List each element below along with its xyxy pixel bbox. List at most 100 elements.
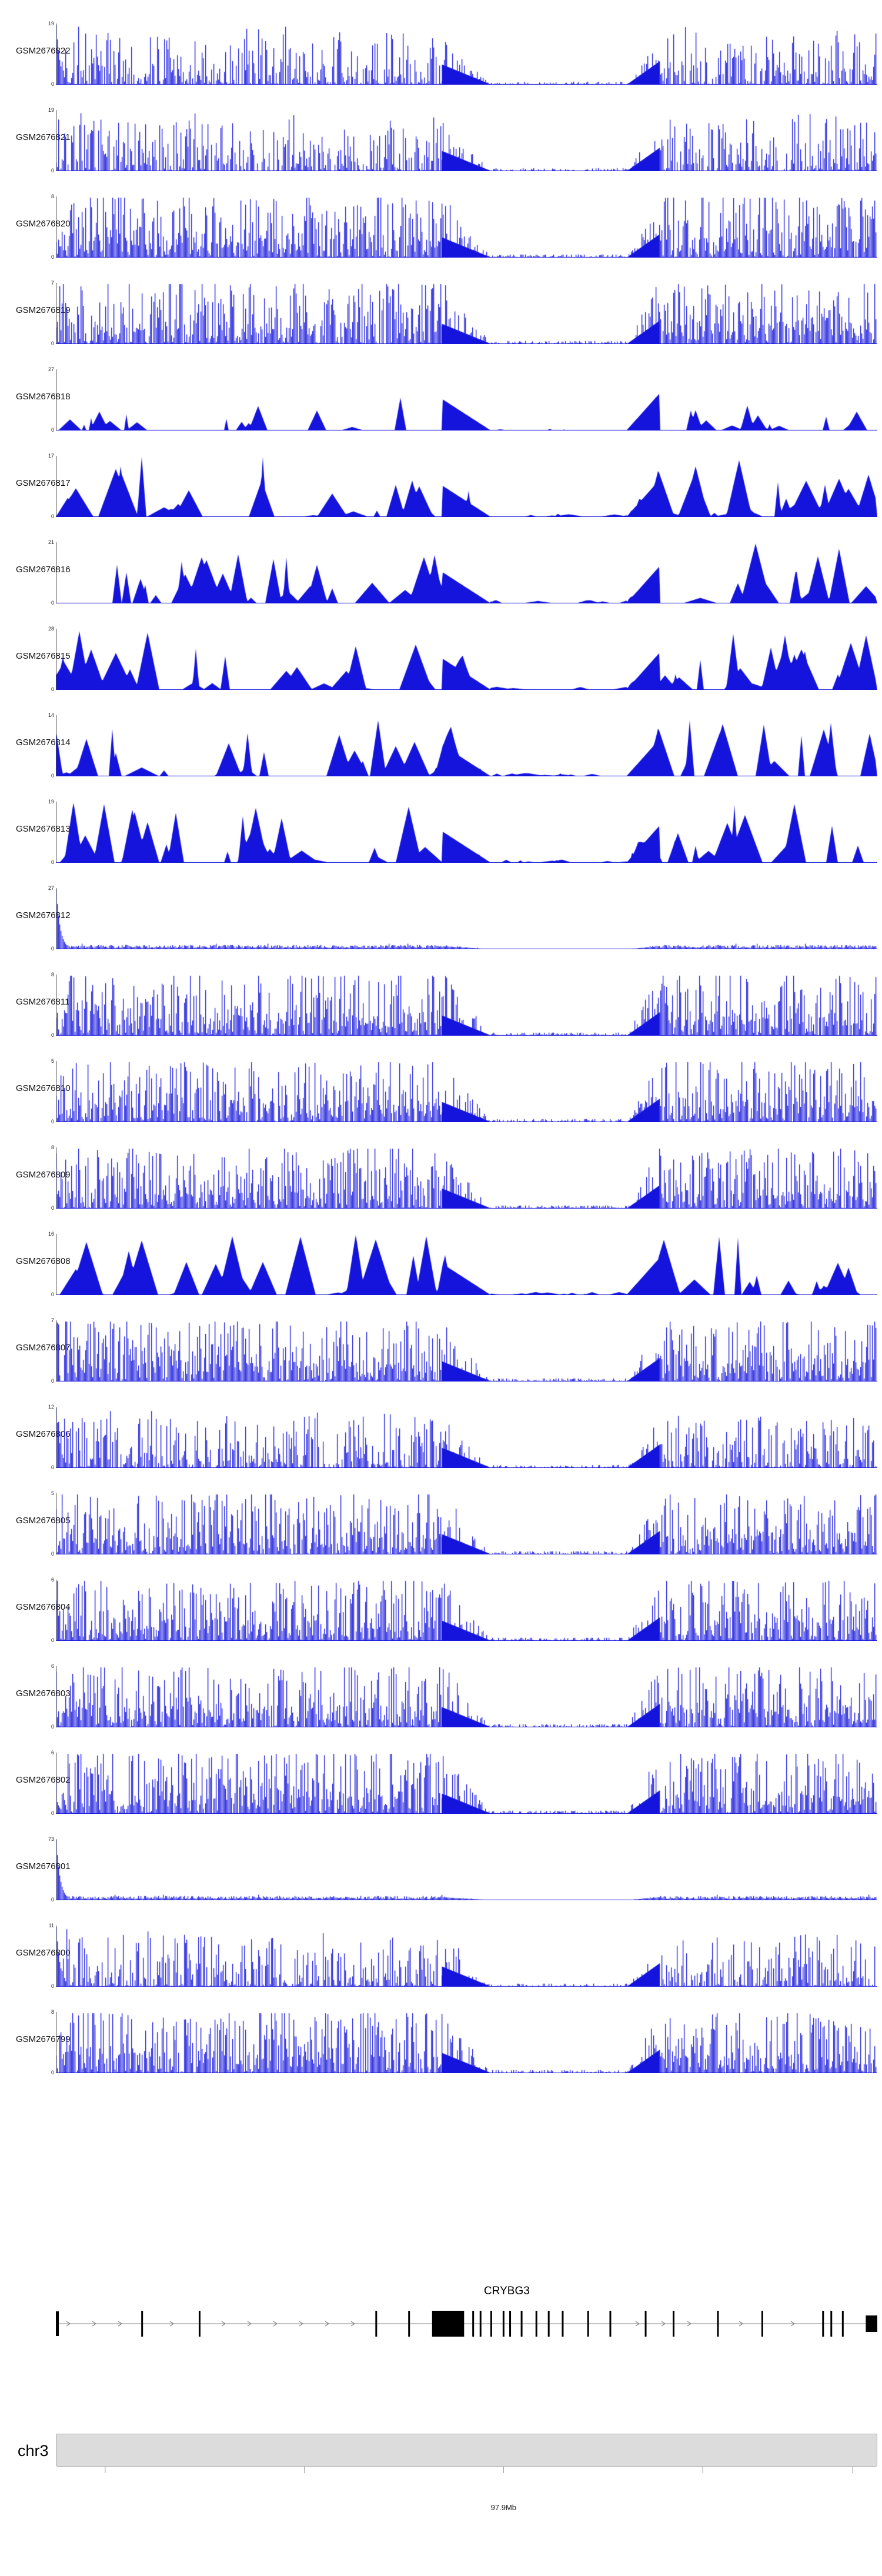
axis-zero-label: 0 xyxy=(51,1292,54,1297)
axis-max-label: 6 xyxy=(51,1663,54,1669)
coverage-signal-canvas xyxy=(56,715,877,776)
strand-arrow-icon xyxy=(247,2321,252,2327)
coverage-signal-canvas xyxy=(56,888,877,949)
axis-max-label: 19 xyxy=(48,21,54,26)
signal-track-row: GSM2676810 5 0 xyxy=(0,1053,882,1139)
coverage-signal-canvas xyxy=(56,1839,877,1900)
exon xyxy=(502,2311,505,2337)
axis-zero-label: 0 xyxy=(51,1724,54,1730)
strand-arrow-icon xyxy=(92,2321,96,2327)
track-plot: 6 0 xyxy=(51,1747,877,1817)
axis-max-label: 7 xyxy=(51,280,54,286)
exon xyxy=(841,2311,844,2337)
chromosome-bar-wrap: 97.9Mb xyxy=(56,2434,877,2512)
coverage-signal-canvas xyxy=(56,1926,877,1987)
strand-arrow-icon xyxy=(169,2321,174,2327)
axis-zero-label: 0 xyxy=(51,600,54,606)
exon xyxy=(472,2311,475,2337)
signal-track-row: GSM2676811 8 0 xyxy=(0,966,882,1053)
axis-zero-label: 0 xyxy=(51,168,54,173)
track-plot: 19 0 xyxy=(48,105,877,174)
track-plot: 16 0 xyxy=(48,1229,877,1298)
track-plot: 73 0 xyxy=(48,1834,877,1903)
exon xyxy=(509,2311,512,2337)
exon xyxy=(547,2311,550,2337)
coverage-signal-canvas xyxy=(56,975,877,1036)
axis-ticks xyxy=(105,2467,853,2473)
axis-max-label: 27 xyxy=(48,366,54,372)
axis-zero-label: 0 xyxy=(51,81,54,87)
axis-zero-label: 0 xyxy=(51,773,54,779)
axis-zero-label: 0 xyxy=(51,1983,54,1989)
axis-zero-label: 0 xyxy=(51,946,54,952)
axis-zero-label: 0 xyxy=(51,1032,54,1038)
track-plot: 6 0 xyxy=(51,1661,877,1730)
coverage-signal-canvas xyxy=(56,1320,877,1382)
chromosome-track: chr3 97.9Mb xyxy=(0,2434,882,2563)
signal-track-row: GSM2676807 7 0 xyxy=(0,1312,882,1399)
strand-arrow-icon xyxy=(273,2321,278,2327)
signal-track-row: GSM2676799 8 0 xyxy=(0,2004,882,2090)
axis-zero-label: 0 xyxy=(51,254,54,260)
track-plot: 27 0 xyxy=(48,364,877,433)
track-plot: 17 0 xyxy=(48,451,877,520)
signal-track-row: GSM2676812 27 0 xyxy=(0,880,882,966)
axis-zero-label: 0 xyxy=(51,1551,54,1557)
strand-arrow-icon xyxy=(661,2321,666,2327)
exon xyxy=(761,2311,763,2337)
signal-track-row: GSM2676818 27 0 xyxy=(0,361,882,448)
axis-max-label: 19 xyxy=(48,799,54,805)
axis-zero-label: 0 xyxy=(51,2070,54,2076)
track-plot: 12 0 xyxy=(48,1402,877,1471)
coverage-signal-canvas xyxy=(56,2012,877,2073)
track-plot: 6 0 xyxy=(51,1574,877,1644)
axis-zero-label: 0 xyxy=(51,1205,54,1211)
signal-track-row: GSM2676819 7 0 xyxy=(0,275,882,361)
axis-zero-label: 0 xyxy=(51,1810,54,1816)
exon xyxy=(520,2311,523,2337)
track-plot: 7 0 xyxy=(51,278,877,347)
axis-zero-label: 0 xyxy=(51,1464,54,1470)
axis-zero-label: 0 xyxy=(51,341,54,346)
exon xyxy=(673,2311,675,2337)
exon xyxy=(609,2311,612,2337)
exon xyxy=(198,2311,201,2337)
exon xyxy=(822,2311,824,2337)
signal-track-row: GSM2676806 12 0 xyxy=(0,1399,882,1485)
gene-name: CRYBG3 xyxy=(484,2285,530,2297)
strand-arrow-icon xyxy=(66,2321,71,2327)
gene-model xyxy=(56,2311,877,2337)
signal-track-row: GSM2676816 21 0 xyxy=(0,534,882,620)
coverage-signal-canvas xyxy=(56,1061,877,1122)
strand-arrow-icon xyxy=(739,2321,743,2327)
strand-arrow-icon xyxy=(299,2321,303,2327)
coverage-signal-canvas xyxy=(56,1666,877,1727)
track-plot: 5 0 xyxy=(51,1056,877,1125)
coverage-tracks: GSM2676822 19 0 GSM2676821 19 0 GSM26768… xyxy=(0,15,882,2090)
axis-max-label: 7 xyxy=(51,1317,54,1323)
axis-max-label: 8 xyxy=(51,972,54,977)
signal-track-row: GSM2676809 8 0 xyxy=(0,1139,882,1226)
track-plot: 8 0 xyxy=(51,1142,877,1212)
axis-max-label: 5 xyxy=(51,1490,54,1496)
track-plot: 21 0 xyxy=(48,537,877,606)
axis-max-label: 6 xyxy=(51,1750,54,1756)
axis-zero-label: 0 xyxy=(51,1119,54,1125)
gene-end-exon xyxy=(866,2315,877,2332)
signal-track-row: GSM2676805 5 0 xyxy=(0,1485,882,1571)
gene-start-exon xyxy=(56,2311,59,2336)
signal-track-row: GSM2676821 19 0 xyxy=(0,102,882,188)
coverage-signal-canvas xyxy=(56,196,877,258)
strand-arrow-icon xyxy=(687,2321,691,2327)
coverage-signal-canvas xyxy=(56,456,877,517)
coverage-signal-canvas xyxy=(56,1753,877,1814)
track-plot: 8 0 xyxy=(51,2007,877,2076)
signal-track-row: GSM2676801 73 0 xyxy=(0,1831,882,1917)
axis-max-label: 27 xyxy=(48,885,54,891)
axis-max-label: 8 xyxy=(51,1144,54,1150)
axis-zero-label: 0 xyxy=(51,427,54,433)
axis-zero-label: 0 xyxy=(51,859,54,865)
strand-arrow-icon xyxy=(118,2321,122,2327)
exon xyxy=(587,2311,589,2337)
